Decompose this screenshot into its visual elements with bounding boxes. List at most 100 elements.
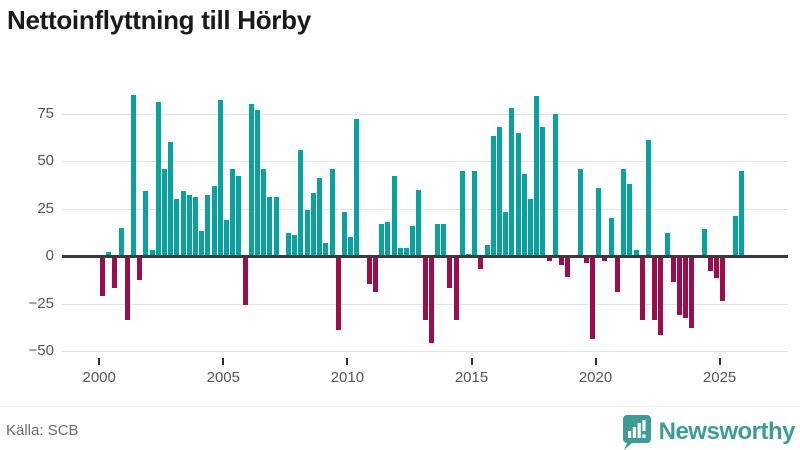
bar	[676, 257, 682, 315]
bar	[658, 257, 664, 336]
bar	[602, 257, 608, 262]
bar	[614, 257, 620, 292]
bar	[230, 168, 236, 256]
bar	[528, 199, 533, 256]
bar	[248, 104, 254, 256]
bar	[211, 185, 217, 256]
bar	[478, 257, 484, 269]
bar	[255, 109, 260, 256]
bar	[509, 107, 515, 256]
y-axis-tick-label: 50	[37, 152, 54, 169]
gridline	[62, 208, 788, 210]
bar	[161, 168, 167, 256]
bar	[341, 212, 347, 256]
y-axis-tick-label: −25	[28, 294, 54, 312]
x-axis-tick-label: 2020	[578, 369, 613, 386]
bar	[515, 132, 521, 256]
bar	[459, 170, 465, 256]
bar	[633, 250, 639, 256]
bar	[236, 176, 242, 256]
bar	[428, 257, 434, 343]
gridline	[62, 113, 788, 115]
bar	[503, 212, 509, 256]
x-axis-tick-label: 2005	[206, 369, 240, 386]
bar	[186, 195, 192, 256]
bar	[670, 257, 676, 283]
bar	[565, 257, 571, 277]
x-axis-tick-label: 2000	[82, 369, 116, 386]
bar	[199, 231, 205, 256]
bar	[559, 257, 564, 266]
bar	[410, 225, 416, 256]
newsworthy-logo: Newsworthy	[619, 413, 796, 450]
bar	[99, 257, 105, 296]
bar	[242, 257, 248, 305]
bar	[645, 140, 651, 256]
y-axis-tick-label: 0	[45, 247, 54, 264]
bar	[273, 197, 279, 256]
y-axis-tick-label: 25	[37, 199, 54, 217]
bar	[577, 168, 583, 256]
bar	[143, 191, 149, 256]
x-axis-tick-mark	[718, 358, 721, 365]
bar	[590, 257, 595, 340]
bar	[490, 136, 496, 256]
bar	[366, 257, 372, 285]
bar	[379, 223, 385, 256]
gridline	[62, 351, 788, 352]
zero-axis-line	[62, 255, 788, 258]
bar-chart-speech-bubble-icon	[619, 413, 653, 450]
bar	[397, 248, 403, 256]
bar	[738, 170, 744, 256]
bar	[372, 257, 378, 292]
bar	[552, 113, 558, 256]
bar	[168, 142, 174, 256]
x-axis-tick-mark	[346, 358, 349, 365]
bar	[453, 257, 459, 321]
bar	[546, 257, 552, 262]
footer-divider	[0, 406, 800, 407]
bar	[627, 183, 633, 256]
bar	[484, 244, 490, 256]
bar	[540, 126, 546, 256]
bar	[348, 237, 354, 256]
bar	[155, 102, 161, 256]
bar	[497, 126, 502, 256]
bar	[422, 257, 428, 321]
bar	[583, 257, 589, 264]
bar	[329, 168, 335, 256]
bar	[732, 216, 738, 256]
bar	[354, 119, 360, 256]
bar	[267, 197, 273, 256]
bar	[707, 257, 713, 271]
bar	[124, 257, 130, 321]
x-axis-tick-mark	[222, 358, 225, 365]
x-axis-tick-label: 2015	[454, 369, 489, 386]
bar	[217, 100, 223, 256]
bar	[261, 168, 267, 256]
bar	[298, 149, 304, 256]
bar	[112, 257, 118, 288]
gridline	[62, 161, 788, 162]
bar	[205, 195, 211, 256]
page-title: Nettoinflyttning till Hörby	[7, 5, 311, 35]
bar	[317, 178, 323, 256]
bar	[310, 193, 316, 256]
source-note: Källa: SCB	[6, 422, 79, 439]
bar	[534, 96, 540, 256]
bar	[608, 218, 614, 256]
bar	[149, 250, 155, 256]
bar	[416, 189, 422, 256]
bar	[224, 219, 229, 256]
bar	[180, 191, 186, 256]
x-axis-tick-mark	[594, 358, 597, 365]
bar	[664, 233, 670, 256]
bar	[472, 170, 478, 256]
brand-name: Newsworthy	[658, 417, 796, 445]
bar	[701, 229, 707, 256]
bar	[174, 199, 180, 256]
bar	[323, 242, 329, 256]
bar	[335, 257, 341, 330]
bar	[292, 235, 298, 256]
